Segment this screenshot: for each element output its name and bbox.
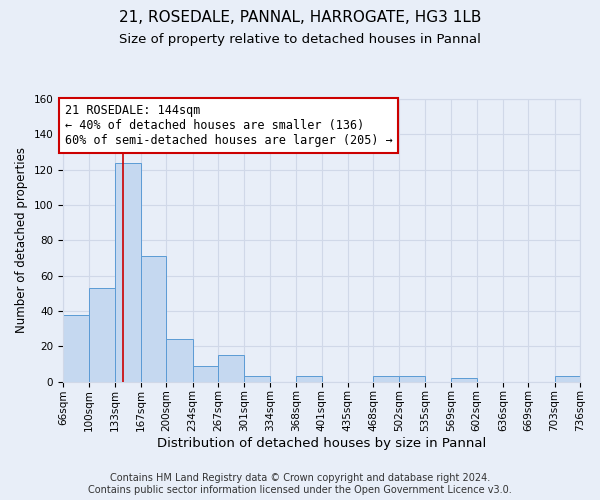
Bar [63, 314, 89, 382]
Bar [218, 355, 244, 382]
X-axis label: Distribution of detached houses by size in Pannal: Distribution of detached houses by size … [157, 437, 486, 450]
Bar [296, 376, 322, 382]
Text: 21 ROSEDALE: 144sqm
← 40% of detached houses are smaller (136)
60% of semi-detac: 21 ROSEDALE: 144sqm ← 40% of detached ho… [65, 104, 392, 148]
Bar [244, 376, 270, 382]
Text: Contains HM Land Registry data © Crown copyright and database right 2024.
Contai: Contains HM Land Registry data © Crown c… [88, 474, 512, 495]
Bar [451, 378, 476, 382]
Bar [554, 376, 580, 382]
Text: 21, ROSEDALE, PANNAL, HARROGATE, HG3 1LB: 21, ROSEDALE, PANNAL, HARROGATE, HG3 1LB [119, 10, 481, 25]
Bar [115, 162, 141, 382]
Bar [400, 376, 425, 382]
Y-axis label: Number of detached properties: Number of detached properties [15, 148, 28, 334]
Bar [193, 366, 218, 382]
Bar [166, 340, 193, 382]
Bar [373, 376, 400, 382]
Bar [141, 256, 166, 382]
Text: Size of property relative to detached houses in Pannal: Size of property relative to detached ho… [119, 32, 481, 46]
Bar [89, 288, 115, 382]
